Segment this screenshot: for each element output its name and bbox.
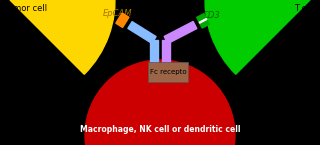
Polygon shape [118,16,127,24]
Polygon shape [150,40,158,62]
Polygon shape [199,19,207,23]
Polygon shape [116,20,125,27]
Text: Tumor cell: Tumor cell [4,4,47,13]
Polygon shape [128,22,156,43]
Text: T cell: T cell [294,4,316,13]
Polygon shape [164,21,197,44]
Wedge shape [10,0,115,74]
Polygon shape [197,14,206,21]
Wedge shape [205,0,310,74]
Polygon shape [120,13,129,21]
Text: Fc recepto: Fc recepto [150,69,186,75]
Polygon shape [162,40,170,62]
Text: EpCAM: EpCAM [103,9,133,18]
Circle shape [85,60,235,145]
Polygon shape [198,17,207,25]
FancyBboxPatch shape [148,62,188,82]
Text: CD3: CD3 [203,11,221,20]
Text: Macrophage, NK cell or dendritic cell: Macrophage, NK cell or dendritic cell [80,125,240,134]
Polygon shape [200,21,209,28]
